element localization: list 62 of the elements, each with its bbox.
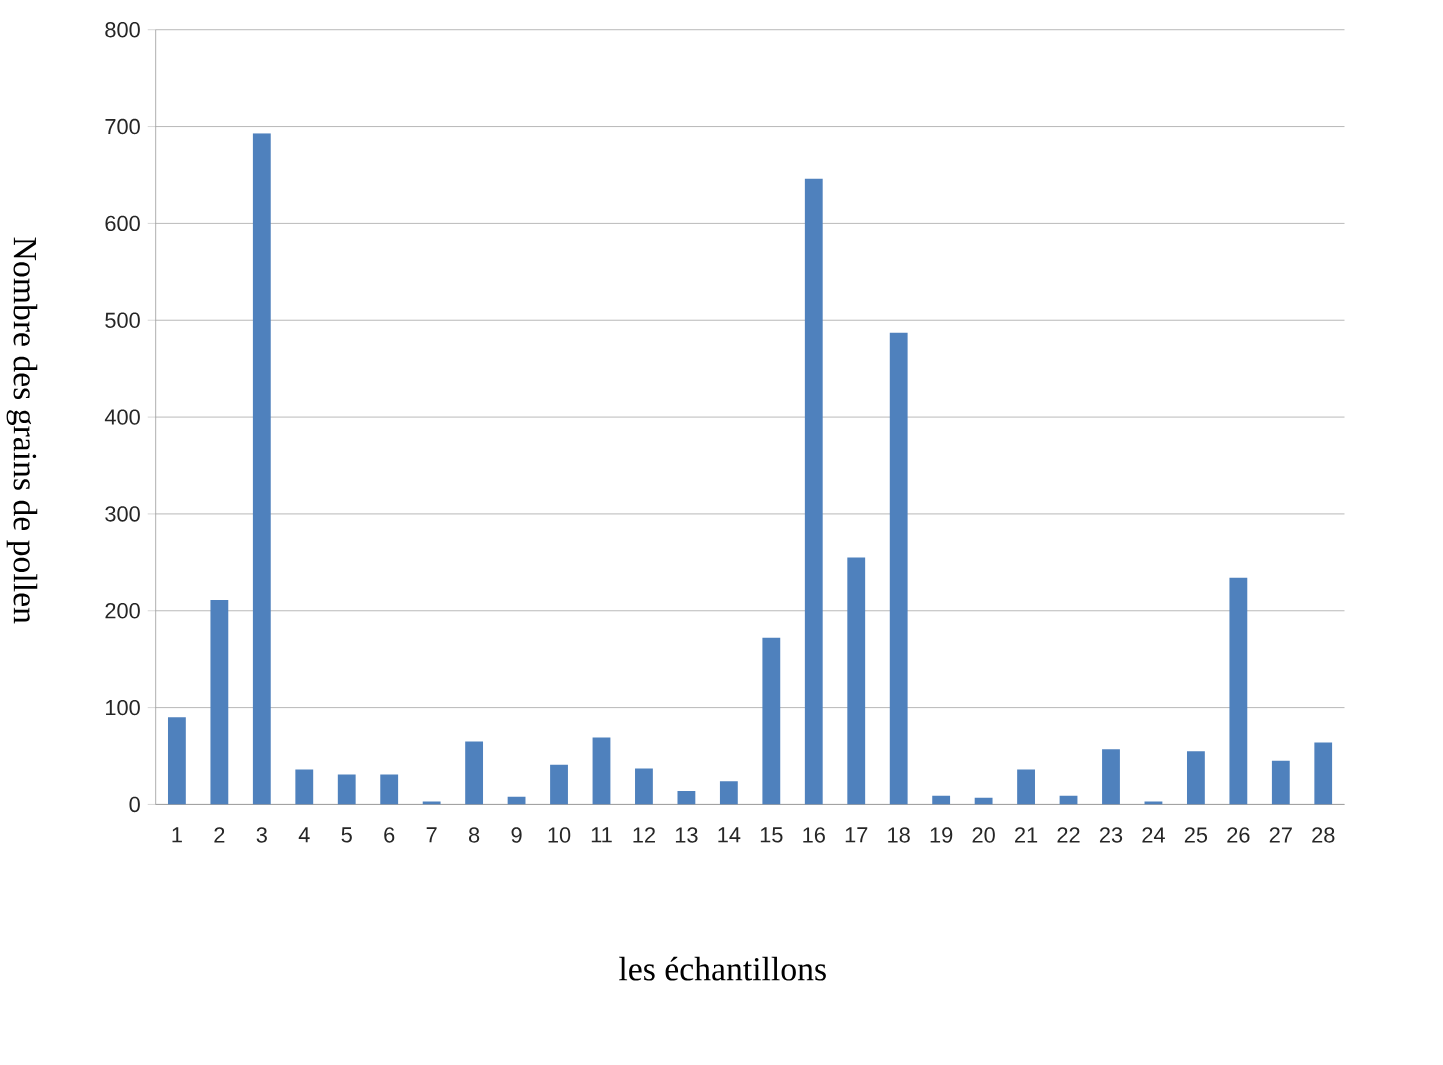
bar — [1314, 742, 1333, 805]
bar — [1229, 577, 1248, 805]
x-tick-label: 20 — [972, 827, 995, 843]
x-tick-label: 25 — [1184, 827, 1208, 843]
bar — [635, 768, 653, 805]
bar — [465, 741, 484, 805]
y-tick-label: 0 — [129, 796, 140, 813]
x-tick-label: 16 — [803, 827, 825, 843]
x-tick-label: 5 — [341, 827, 352, 843]
x-tick-label: 3 — [256, 827, 267, 843]
x-tick-label: 7 — [426, 827, 437, 843]
x-tick-label: 6 — [384, 827, 395, 843]
x-tick-label: 10 — [548, 827, 571, 843]
x-tick-label: 26 — [1227, 827, 1250, 843]
x-tick-label: 13 — [675, 827, 698, 843]
bar — [295, 769, 314, 805]
bar — [932, 795, 951, 805]
x-tick-label: 17 — [845, 827, 868, 843]
x-tick-label: 21 — [1015, 827, 1038, 843]
x-tick-label: 4 — [298, 827, 310, 843]
bar — [1271, 760, 1290, 805]
bar — [1102, 749, 1120, 805]
y-tick-label: 200 — [105, 603, 140, 619]
x-tick-label: 8 — [468, 827, 480, 843]
y-tick-label: 500 — [105, 312, 140, 328]
x-tick-label: 9 — [511, 827, 522, 843]
y-tick-label: 100 — [106, 699, 140, 716]
y-tick-label: 600 — [105, 215, 140, 232]
bar — [719, 781, 738, 805]
bar — [337, 774, 356, 805]
bar — [889, 332, 908, 805]
x-tick-label: 2 — [214, 827, 225, 843]
bar — [167, 717, 186, 805]
y-tick-label: 800 — [105, 22, 140, 38]
y-tick-label: 400 — [104, 409, 140, 425]
bar — [252, 133, 271, 805]
x-tick-label: 27 — [1269, 827, 1292, 843]
x-tick-label: 19 — [930, 827, 953, 843]
bar — [1186, 751, 1205, 805]
y-axis-title: Nombre des grains de pollen — [6, 237, 38, 624]
x-tick-label: 22 — [1057, 827, 1080, 843]
bar — [804, 178, 823, 805]
x-tick-label: 18 — [888, 827, 910, 843]
x-tick-label: 23 — [1099, 827, 1123, 843]
bar — [1017, 769, 1035, 805]
bar — [762, 637, 781, 805]
bar — [677, 790, 696, 805]
bar — [592, 737, 611, 805]
x-tick-label: 14 — [718, 827, 741, 843]
x-tick-label: 1 — [172, 827, 182, 843]
x-tick-label: 15 — [760, 827, 783, 843]
bar — [210, 600, 229, 805]
x-tick-label: 12 — [633, 827, 655, 843]
x-tick-label: 24 — [1142, 827, 1165, 843]
bar — [380, 774, 399, 805]
x-tick-label: 11 — [591, 827, 612, 843]
y-tick-label: 700 — [105, 118, 140, 135]
bar — [550, 764, 568, 805]
bar — [847, 557, 866, 805]
x-tick-label: 28 — [1312, 827, 1335, 843]
y-tick-label: 300 — [105, 506, 140, 522]
x-axis-title: les échantillons — [619, 956, 826, 981]
